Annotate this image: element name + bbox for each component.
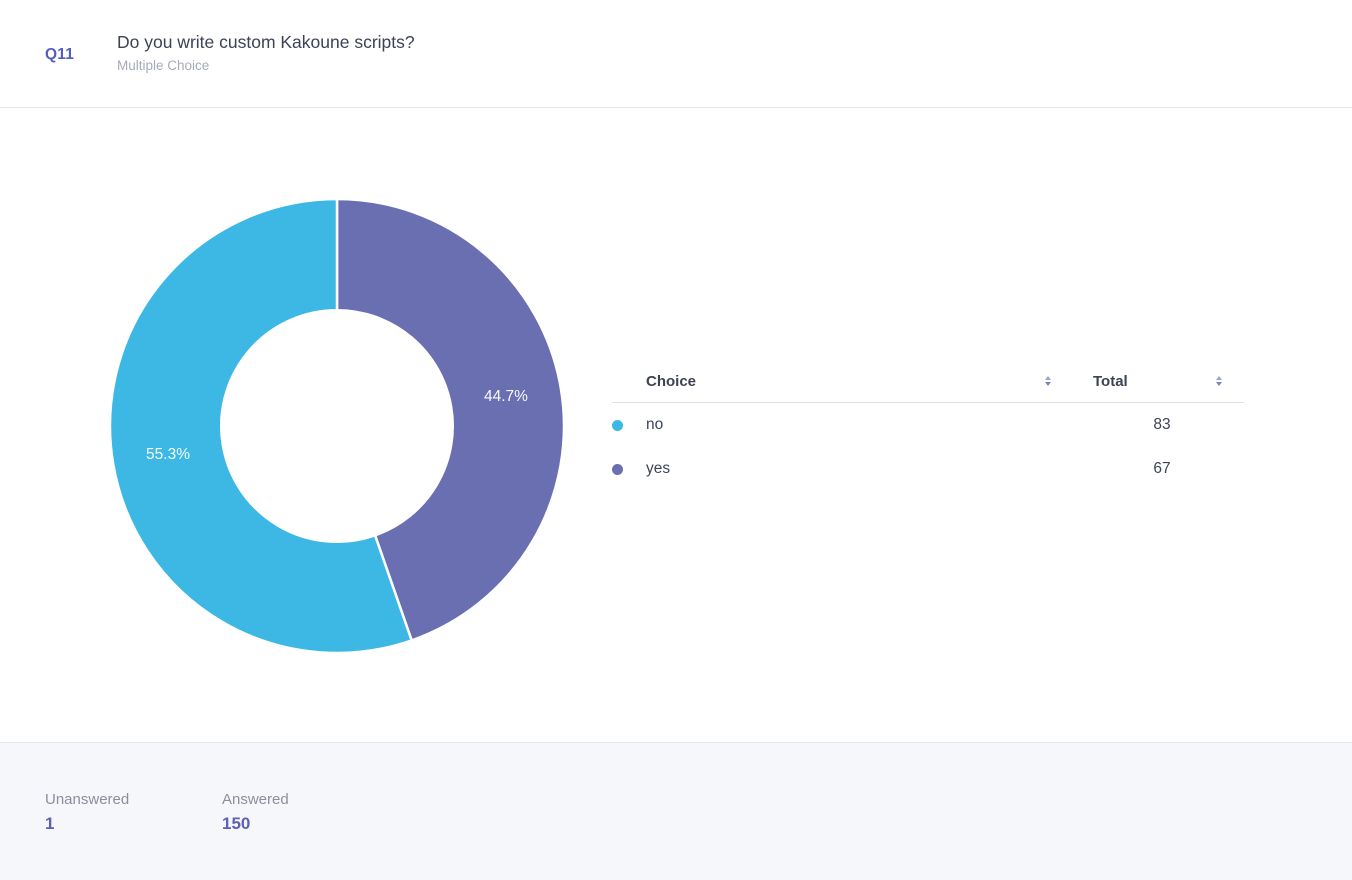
question-number: Q11: [45, 46, 75, 63]
choices-table-body: no 83 yes 67: [612, 403, 1244, 491]
response-stats-footer: Unanswered 1 Answered 150: [0, 742, 1352, 880]
choice-column-label: Choice: [646, 372, 697, 390]
choice-cell: yes: [612, 460, 1080, 478]
total-cell: 67: [1153, 460, 1171, 477]
table-row: yes 67: [612, 447, 1244, 491]
question-header: Q11 Do you write custom Kakoune scripts?…: [0, 0, 1352, 108]
choices-table: Choice Total no 83 yes 67: [612, 360, 1244, 491]
answered-label: Answered: [222, 791, 289, 808]
donut-slice-no[interactable]: [108, 197, 414, 655]
table-row: no 83: [612, 403, 1244, 447]
donut-chart: 44.7% 55.3%: [107, 196, 567, 656]
donut-slice-yes[interactable]: [335, 197, 566, 642]
sort-icon[interactable]: [1045, 375, 1051, 387]
results-panel: 44.7% 55.3% Choice Total no 83 yes 67: [0, 108, 1352, 742]
question-type-label: Multiple Choice: [117, 58, 210, 73]
unanswered-value: 1: [45, 814, 55, 833]
table-header-row: Choice Total: [612, 360, 1244, 403]
choice-label: no: [646, 416, 664, 433]
total-column-label: Total: [1093, 372, 1128, 390]
legend-dot-icon: [612, 419, 623, 431]
unanswered-label: Unanswered: [45, 791, 130, 808]
column-header-total[interactable]: Total: [1080, 373, 1244, 390]
choice-cell: no: [612, 416, 1080, 434]
legend-dot-icon: [612, 463, 623, 475]
sort-down-arrow-icon: [1045, 382, 1051, 387]
sort-up-arrow-icon: [1045, 375, 1051, 380]
sort-up-arrow-icon: [1216, 375, 1222, 380]
sort-down-arrow-icon: [1216, 382, 1222, 387]
donut-chart-svg: [108, 197, 566, 655]
column-header-choice[interactable]: Choice: [612, 373, 1080, 390]
unanswered-stat: Unanswered 1: [45, 791, 222, 880]
total-cell: 83: [1153, 416, 1171, 433]
sort-icon[interactable]: [1216, 375, 1222, 387]
choice-label: yes: [646, 460, 671, 477]
answered-stat: Answered 150: [222, 791, 399, 880]
answered-value: 150: [222, 814, 251, 833]
question-title: Do you write custom Kakoune scripts?: [117, 32, 415, 52]
